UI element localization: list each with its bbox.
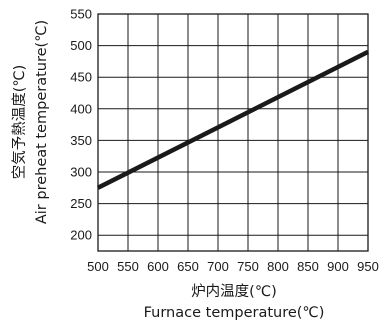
x-tick-label: 800 (267, 259, 289, 274)
series-line (96, 49, 370, 190)
x-tick-label: 650 (177, 259, 199, 274)
y-axis-label-en: Air preheat temperature(℃) (34, 20, 50, 224)
plot-frame (97, 13, 369, 252)
x-axis-label-en: Furnace temperature(℃) (144, 305, 325, 321)
x-tick-label: 950 (357, 259, 379, 274)
x-tick-label: 600 (147, 259, 169, 274)
chart-grid (98, 14, 368, 251)
chart-series (96, 49, 370, 190)
y-tick-label: 500 (70, 38, 92, 53)
x-tick-label: 550 (117, 259, 139, 274)
y-tick-label: 450 (70, 70, 92, 85)
y-tick-labels: 200 250 300 350 400 450 500 550 (70, 7, 92, 243)
y-tick-label: 250 (70, 196, 92, 211)
x-tick-label: 500 (87, 259, 109, 274)
x-tick-label: 700 (207, 259, 229, 274)
y-tick-label: 200 (70, 228, 92, 243)
y-tick-label: 300 (70, 165, 92, 180)
x-tick-label: 850 (297, 259, 319, 274)
x-tick-label: 750 (237, 259, 259, 274)
x-axis-label-jp: 炉内温度(℃) (191, 283, 277, 300)
y-tick-label: 400 (70, 101, 92, 116)
y-tick-label: 550 (70, 7, 92, 22)
y-axis-label-jp: 空気予熱温度(℃) (11, 65, 28, 180)
x-tick-labels: 500 550 600 650 700 750 800 850 900 950 (87, 259, 379, 274)
y-tick-label: 350 (70, 133, 92, 148)
x-tick-label: 900 (327, 259, 349, 274)
